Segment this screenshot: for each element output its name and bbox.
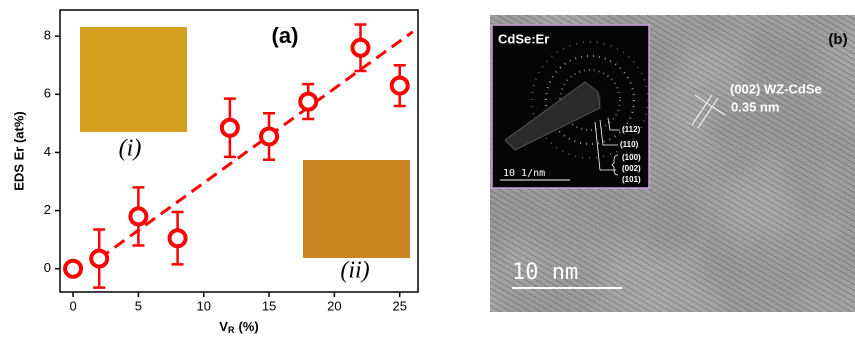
fringe-marker: [697, 97, 719, 129]
fringe-marker: [691, 94, 713, 126]
data-point: [350, 37, 371, 58]
x-tick-label: 0: [69, 298, 76, 313]
data-point: [167, 228, 188, 249]
scale-bar-label: 10 nm: [512, 260, 578, 285]
data-point: [219, 117, 240, 138]
x-tick-label: 25: [392, 298, 406, 313]
data-point: [298, 91, 319, 112]
x-axis-label-part: V: [219, 319, 228, 334]
ring-pointer: [594, 121, 616, 171]
inset-title: CdSe:Er: [498, 31, 549, 46]
y-axis-label: EDS Er (at%): [11, 111, 26, 190]
y-tick-label: 8: [44, 28, 51, 43]
x-axis-label-part: (%): [238, 319, 258, 334]
data-point: [389, 75, 410, 96]
fit-line: [98, 30, 414, 260]
tem-image: (b) (002) WZ-CdSe 0.35 nm 10 nm CdSe:Er …: [490, 15, 855, 312]
beam-stop: [504, 81, 601, 151]
panel-label: (a): [272, 23, 299, 48]
sample-photo: [80, 27, 187, 132]
data-point: [259, 126, 280, 147]
ring-label: (101): [622, 175, 641, 184]
ring-pointer: [599, 119, 618, 146]
y-tick-label: 0: [44, 260, 51, 275]
ring-pointer: [607, 117, 620, 131]
x-axis-label: VR (%): [219, 319, 258, 335]
x-tick-label: 20: [327, 298, 341, 313]
ring: [559, 69, 621, 131]
ring-brace: [611, 154, 619, 176]
ring: [531, 41, 649, 159]
x-tick-label: 5: [135, 298, 142, 313]
ring-label: (100): [622, 153, 641, 162]
y-tick-label: 2: [44, 202, 51, 217]
ring-label: (112): [622, 125, 641, 134]
data-point: [128, 206, 149, 227]
diffraction-inset: CdSe:Er 10 1/nm (112) (110) (100) (002) …: [491, 24, 650, 189]
inset-scale-label: 10 1/nm: [503, 168, 545, 179]
ring-label: (110): [620, 140, 639, 149]
ring: [545, 55, 635, 145]
data-point: [63, 258, 84, 279]
data-point: [89, 248, 110, 269]
sample-photo: [303, 160, 410, 258]
x-tick-label: 15: [262, 298, 276, 313]
inset-label: (ii): [340, 258, 369, 284]
x-tick-label: 10: [196, 298, 210, 313]
inset-label: (i): [119, 136, 142, 162]
plot-frame: [59, 9, 419, 293]
fringe-marker: [694, 94, 726, 116]
panel-label: (b): [828, 31, 847, 48]
spacing-label: 0.35 nm: [731, 99, 779, 114]
x-axis-label-part: R: [228, 325, 235, 335]
ring-label: (002): [622, 164, 641, 173]
y-tick-label: 6: [44, 86, 51, 101]
lattice-label: (002) WZ-CdSe: [730, 81, 822, 96]
y-tick-label: 4: [44, 144, 51, 159]
